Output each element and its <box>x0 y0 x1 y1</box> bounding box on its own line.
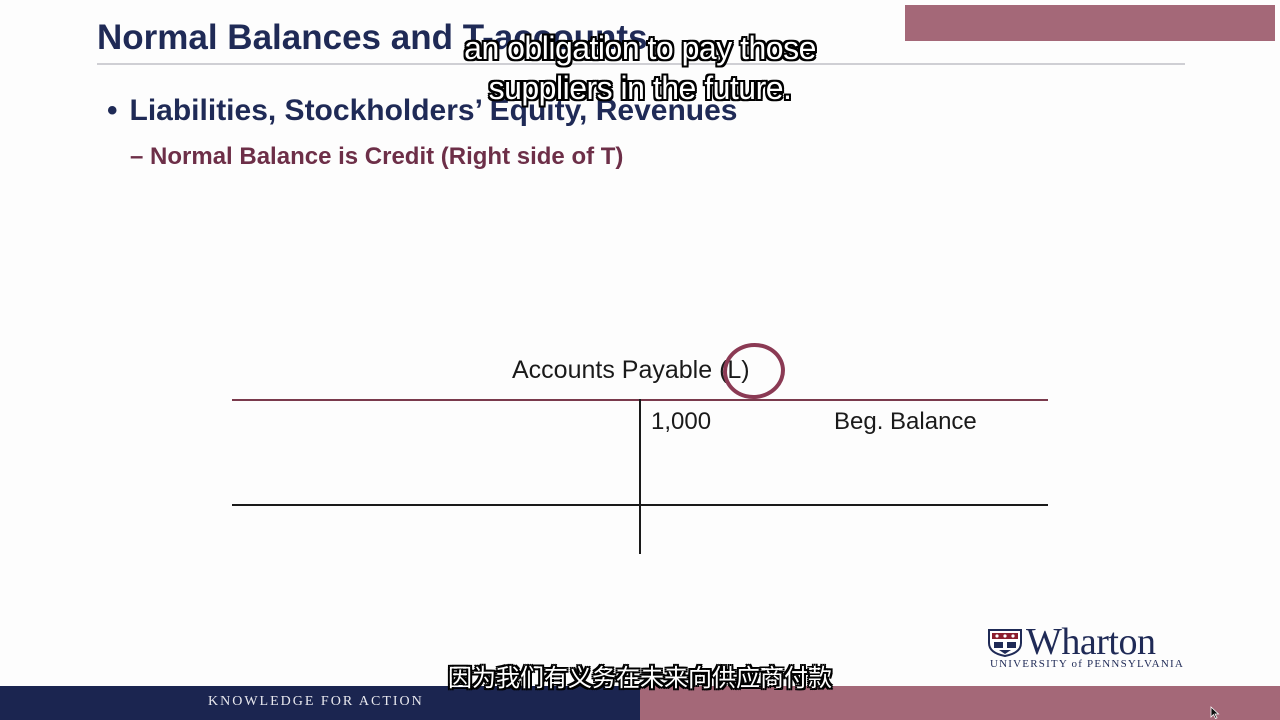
title-divider <box>97 63 1185 65</box>
credit-label: Beg. Balance <box>834 408 977 435</box>
chinese-subtitle: 因为我们有义务在未来向供应商付款 <box>448 664 832 692</box>
annotation-circle <box>720 339 788 403</box>
corner-accent-box <box>905 5 1275 41</box>
slide-title: Normal Balances and T-accounts <box>97 18 648 57</box>
t-account-title: Accounts Payable (L) <box>512 356 750 384</box>
mouse-cursor-icon <box>1210 706 1220 719</box>
credit-amount: 1,000 <box>651 408 712 435</box>
bullet-item: • Liabilities, Stockholders’ Equity, Reve… <box>107 94 737 128</box>
t-account-vertical-line <box>639 399 641 554</box>
logo-subtitle: UNIVERSITY of PENNSYLVANIA <box>990 658 1184 670</box>
english-subtitle-line-1: an obligation to pay those <box>464 30 816 66</box>
logo-wordmark: Wharton <box>1026 621 1156 663</box>
footer-bar-rose <box>640 686 1280 720</box>
english-subtitle: an obligation to pay those suppliers in … <box>420 28 860 108</box>
english-subtitle-line-2: suppliers in the future. <box>488 70 792 106</box>
footer-tagline: KNOWLEDGE FOR ACTION <box>208 694 424 709</box>
wharton-logo: Wharton UNIVERSITY of PENNSYLVANIA <box>988 621 1193 672</box>
sub-bullet-text: – Normal Balance is Credit (Right side o… <box>130 143 624 170</box>
t-account-bottom-line <box>232 504 1048 506</box>
footer-bar-navy <box>0 686 640 720</box>
shield-icon <box>988 629 1022 657</box>
bullet-text: Liabilities, Stockholders’ Equity, Reven… <box>129 94 738 127</box>
bullet-marker: • <box>107 94 118 127</box>
